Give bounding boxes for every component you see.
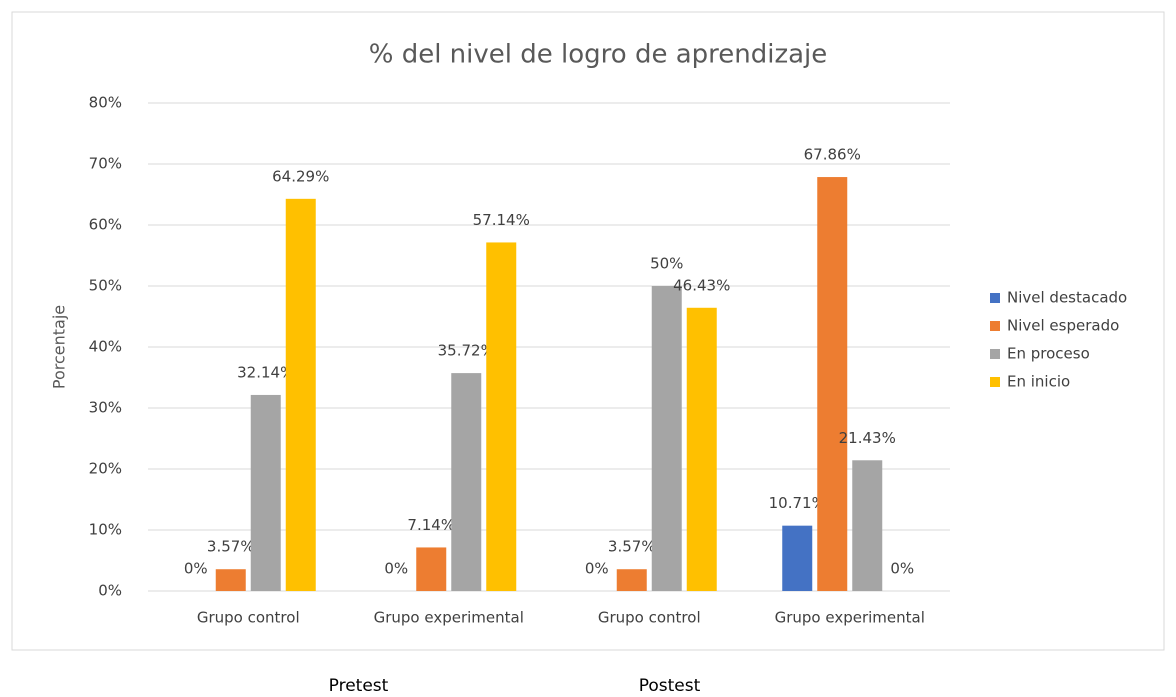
bar	[215, 569, 246, 591]
bar	[616, 569, 647, 591]
bar	[651, 286, 682, 591]
bar	[250, 394, 281, 591]
x-tick-label: Grupo control	[197, 609, 300, 627]
group-label: Pretest	[329, 676, 389, 696]
data-label: 0%	[384, 560, 408, 578]
data-label: 50%	[650, 255, 683, 273]
y-tick-label: 70%	[89, 155, 122, 173]
bar	[852, 460, 883, 591]
bar	[817, 177, 848, 591]
legend-swatch	[990, 293, 1000, 303]
y-tick-label: 0%	[98, 582, 122, 600]
y-tick-label: 10%	[89, 521, 122, 539]
data-label: 64.29%	[272, 167, 329, 185]
y-tick-label: 50%	[89, 277, 122, 295]
bar	[782, 525, 813, 591]
data-label: 7.14%	[407, 516, 455, 534]
x-tick-label: Grupo experimental	[775, 609, 925, 627]
data-label: 0%	[184, 560, 208, 578]
x-tick-label: Grupo control	[598, 609, 701, 627]
data-label: 3.57%	[608, 538, 656, 556]
data-label: 0%	[585, 560, 609, 578]
legend-label: En inicio	[1007, 373, 1070, 391]
bar	[285, 198, 316, 591]
bar	[451, 373, 482, 591]
y-tick-label: 60%	[89, 216, 122, 234]
data-label: 46.43%	[673, 276, 730, 294]
group-label: Postest	[639, 676, 701, 696]
legend-label: Nivel destacado	[1007, 289, 1127, 307]
data-label: 35.72%	[438, 342, 495, 360]
chart-frame	[11, 11, 1165, 651]
y-axis-label: Porcentaje	[50, 305, 69, 389]
chart-title: % del nivel de logro de aprendizaje	[369, 40, 828, 70]
data-label: 0%	[890, 560, 914, 578]
legend-label: Nivel esperado	[1007, 317, 1119, 335]
data-label: 3.57%	[207, 538, 255, 556]
y-tick-label: 40%	[89, 338, 122, 356]
data-label: 57.14%	[473, 211, 530, 229]
legend-swatch	[990, 321, 1000, 331]
legend-swatch	[990, 377, 1000, 387]
data-label: 21.43%	[839, 429, 896, 447]
data-label: 10.71%	[769, 494, 826, 512]
y-tick-label: 20%	[89, 460, 122, 478]
data-label: 32.14%	[237, 363, 294, 381]
y-tick-label: 80%	[89, 94, 122, 112]
y-tick-label: 30%	[89, 399, 122, 417]
legend-swatch	[990, 349, 1000, 359]
bar	[486, 242, 517, 592]
bar	[686, 307, 717, 591]
x-tick-label: Grupo experimental	[374, 609, 524, 627]
data-label: 67.86%	[804, 146, 861, 164]
legend-label: En proceso	[1007, 345, 1090, 363]
bar	[416, 547, 447, 591]
